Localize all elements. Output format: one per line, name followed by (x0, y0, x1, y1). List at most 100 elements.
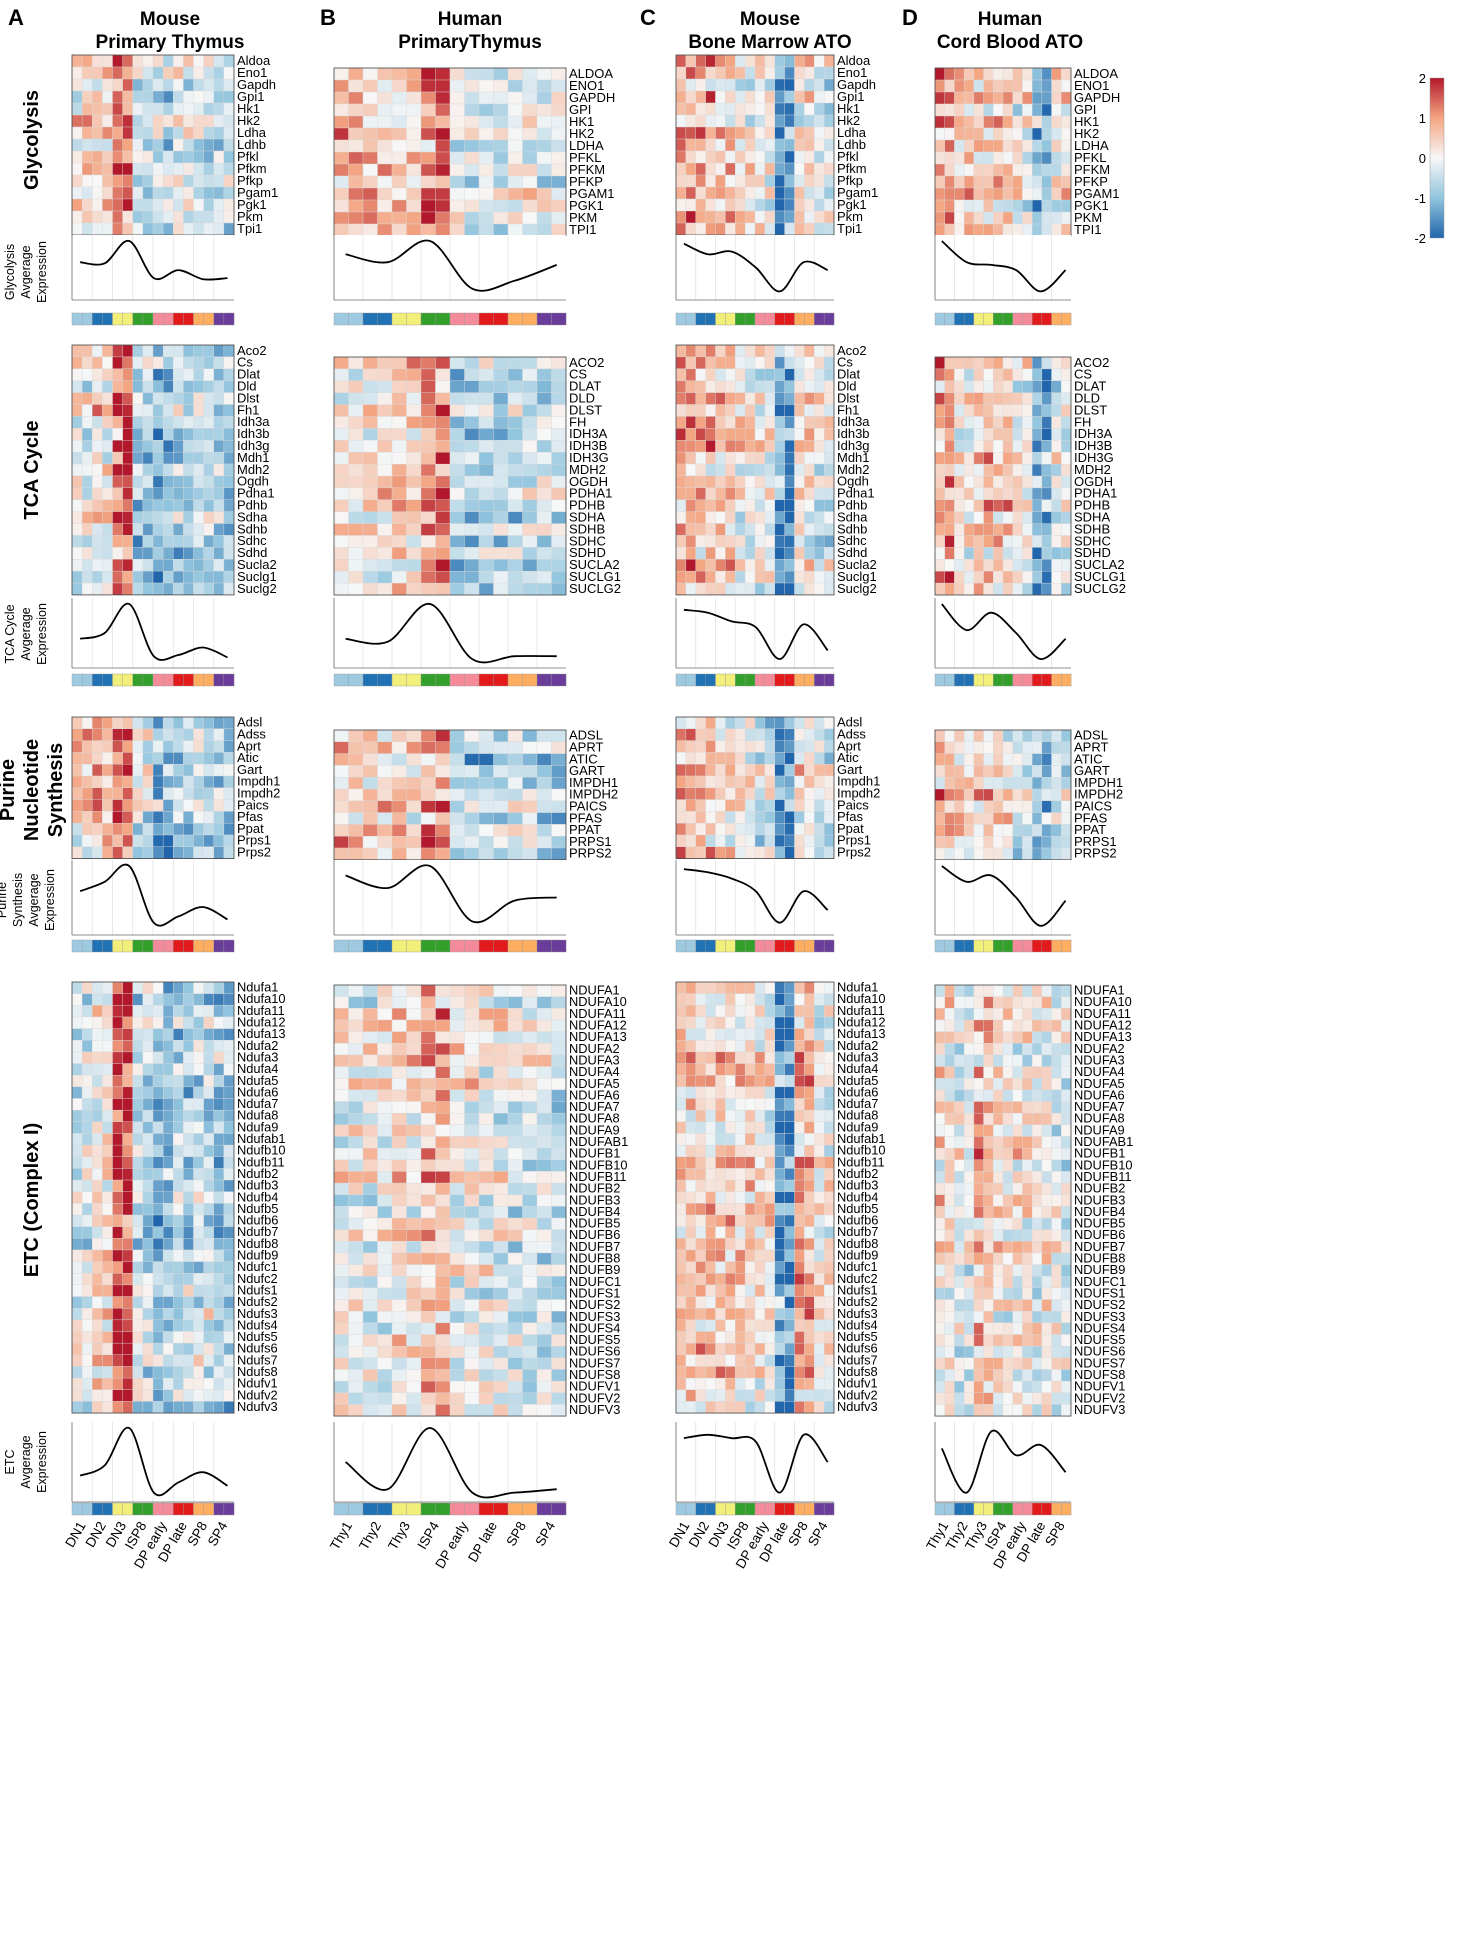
heatmap-cell (744, 356, 756, 370)
heatmap-cell (685, 1401, 697, 1414)
heatmap-cell (1061, 368, 1072, 382)
heatmap-cell (122, 1098, 134, 1111)
heatmap-cell (705, 1191, 716, 1204)
heatmap-cell (1041, 356, 1052, 370)
heatmap-cell (377, 440, 393, 453)
heatmap-cell (705, 1005, 716, 1018)
heatmap-cell (362, 800, 378, 813)
heatmap-cell (420, 199, 436, 213)
heatmap-cell (735, 1051, 746, 1064)
heatmap-cell (333, 499, 349, 512)
heatmap-cell (804, 440, 815, 453)
heatmap-cell (725, 1401, 736, 1414)
heatmap-cell (1022, 187, 1033, 201)
heatmap-cell (71, 1040, 83, 1053)
heatmap-cell (536, 559, 552, 572)
heatmap-cell (162, 416, 174, 429)
heatmap-cell (507, 452, 523, 465)
heatmap-cell (173, 356, 184, 370)
heatmap-cell (112, 811, 123, 824)
heatmap-cell (406, 416, 422, 429)
heatmap-cell (973, 380, 984, 393)
heatmap-cell (420, 996, 436, 1009)
heatmap-cell (784, 1086, 795, 1099)
heatmap-cell (507, 1392, 523, 1405)
heatmap-cell (551, 151, 567, 165)
heatmap-cell (112, 1028, 123, 1041)
heatmap-cell (675, 1028, 687, 1041)
heatmap-cell (435, 765, 451, 778)
heatmap-cell (81, 90, 93, 104)
gene-label: Prps1 (837, 833, 871, 848)
heatmap-cell (173, 392, 184, 405)
stage-color-cell (944, 312, 955, 326)
heatmap-cell (764, 1273, 776, 1286)
heatmap-cell (449, 1182, 465, 1196)
heatmap-cell (536, 404, 552, 417)
heatmap-cell (71, 1203, 83, 1216)
heatmap-cell (735, 1133, 746, 1146)
heatmap-cell (478, 463, 494, 477)
heatmap-cell (122, 1016, 134, 1029)
heatmap-cell (551, 475, 567, 489)
heatmap-cell (685, 499, 697, 512)
gene-label: Ndufv3 (837, 1399, 878, 1414)
heatmap-cell (92, 752, 103, 765)
heatmap-cell (705, 535, 716, 548)
stage-color-cell (183, 939, 194, 953)
heatmap-cell (705, 210, 716, 224)
heatmap-cell (804, 570, 815, 584)
heatmap-cell (223, 1377, 235, 1391)
heatmap-cell (804, 1179, 815, 1193)
stage-color-cell (814, 312, 825, 326)
heatmap-cell (675, 1238, 687, 1251)
heatmap-cell (132, 66, 144, 80)
heatmap-cell (377, 765, 393, 778)
heatmap-cell (804, 66, 815, 80)
stage-color-cell (183, 673, 194, 687)
heatmap-cell (685, 1331, 697, 1344)
heatmap-cell (122, 740, 134, 753)
heatmap-cell (71, 1179, 83, 1193)
heatmap-cell (102, 1389, 113, 1402)
heatmap-cell (478, 535, 494, 548)
heatmap-cell (162, 392, 174, 405)
heatmap-cell (685, 463, 697, 477)
heatmap-cell (122, 1261, 134, 1274)
heatmap-cell (715, 1168, 726, 1181)
heatmap-cell (954, 115, 965, 129)
heatmap-cell (449, 511, 465, 524)
heatmap-cell (507, 223, 523, 237)
heatmap-cell (774, 1040, 785, 1053)
heatmap-cell (102, 1226, 113, 1239)
gene-label: Sdhc (837, 533, 867, 548)
heatmap-cell (122, 392, 134, 405)
heatmap-cell (705, 428, 716, 441)
heatmap-cell (754, 1016, 766, 1029)
heatmap-cell (183, 570, 194, 584)
heatmap-cell (420, 487, 436, 501)
heatmap-cell (814, 1028, 825, 1041)
heatmap-cell (823, 834, 835, 848)
heatmap-cell (794, 475, 805, 489)
heatmap-cell (963, 211, 975, 225)
heatmap-cell (754, 1040, 766, 1053)
gene-label: Ndufb10 (837, 1143, 886, 1158)
heatmap-cell (715, 1307, 726, 1321)
heatmap-cell (203, 1226, 215, 1239)
heatmap-cell (102, 1296, 113, 1309)
heatmap-cell (81, 392, 93, 405)
heatmap-cell (142, 451, 154, 465)
heatmap-cell (551, 753, 567, 766)
heatmap-cell (333, 777, 349, 790)
heatmap-cell (92, 344, 103, 358)
heatmap-cell (464, 440, 480, 453)
heatmap-cell (391, 175, 407, 189)
heatmap-cell (223, 475, 235, 489)
heatmap-cell (735, 463, 746, 477)
heatmap-cell (142, 392, 154, 405)
heatmap-cell (1012, 151, 1023, 165)
heatmap-cell (449, 1299, 465, 1312)
heatmap-cell (536, 535, 552, 548)
gene-label: NDUFA3 (569, 1052, 620, 1067)
